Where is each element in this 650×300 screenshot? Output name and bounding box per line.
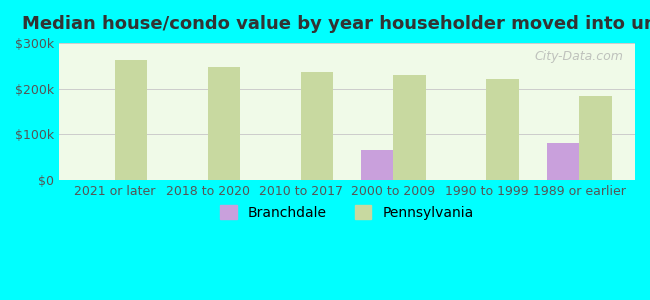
Bar	[115, 60, 148, 180]
Title: Median house/condo value by year householder moved into unit: Median house/condo value by year househo…	[22, 15, 650, 33]
Bar	[393, 75, 426, 180]
Bar	[579, 95, 612, 180]
Bar	[486, 79, 519, 180]
Bar	[300, 72, 333, 180]
Bar	[361, 150, 393, 180]
Bar	[547, 142, 579, 180]
Bar	[207, 67, 240, 180]
Legend: Branchdale, Pennsylvania: Branchdale, Pennsylvania	[214, 200, 479, 225]
Text: City-Data.com: City-Data.com	[534, 50, 623, 63]
